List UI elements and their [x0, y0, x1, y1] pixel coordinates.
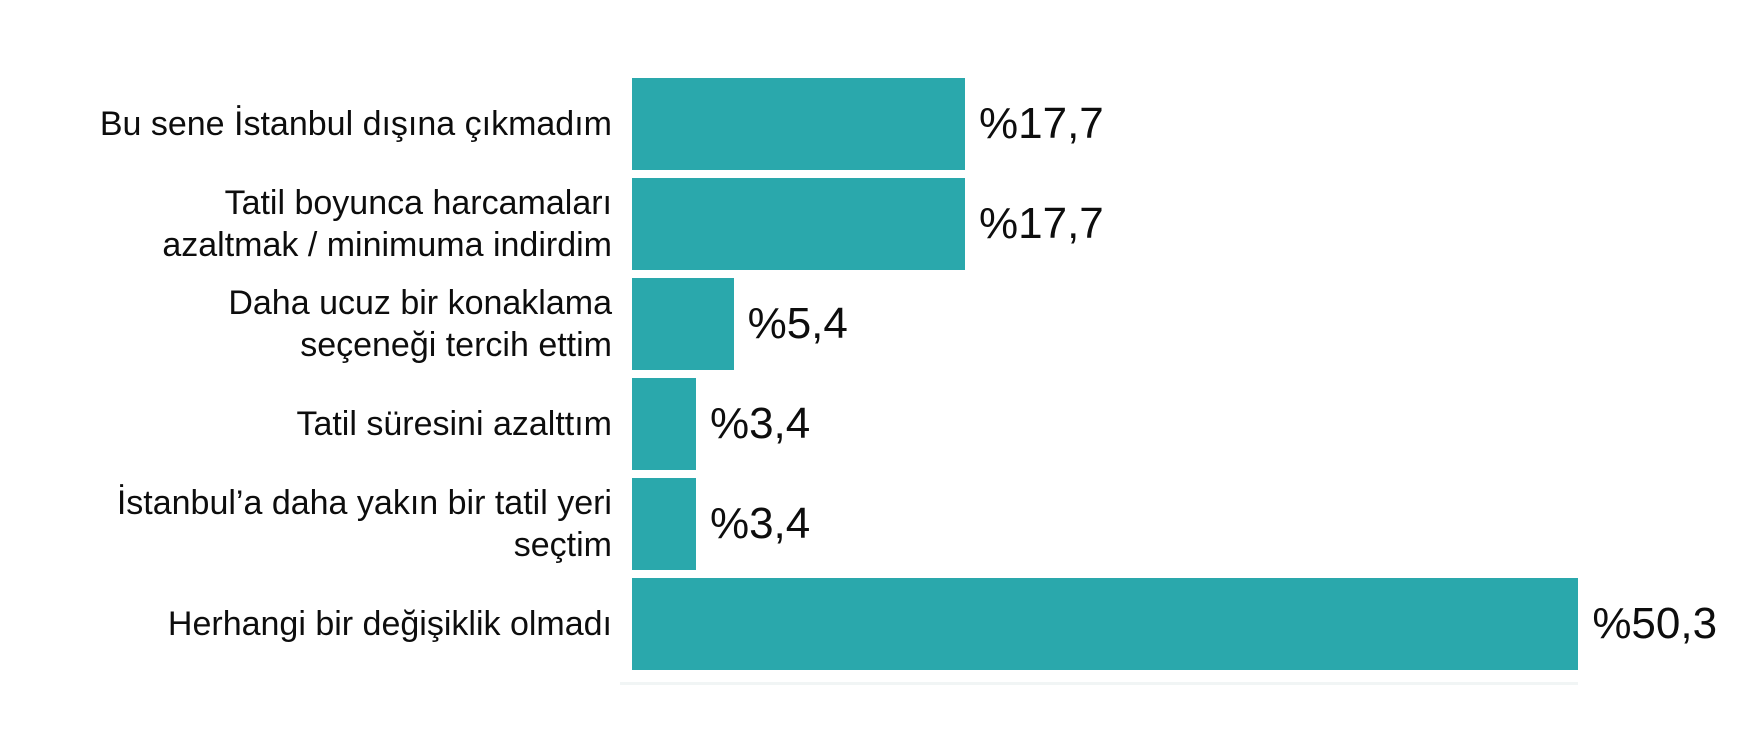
bar — [632, 478, 696, 570]
category-label: Tatil süresini azalttım — [296, 405, 612, 443]
chart-row: Daha ucuz bir konaklama seçeneği tercih … — [0, 278, 1742, 370]
value-label: %17,7 — [979, 199, 1104, 248]
value-label: %5,4 — [747, 299, 848, 348]
category-label: Tatil boyunca harcamaları azaltmak / min… — [162, 184, 612, 264]
value-label: %3,4 — [709, 399, 811, 448]
plot-area: %50,3 — [632, 578, 1742, 670]
plot-area: %5,4 — [632, 278, 1742, 370]
plot-area: %17,7 — [632, 178, 1742, 270]
category-label: İstanbul’a daha yakın bir tatil yeri seç… — [116, 484, 612, 564]
value-label: %3,4 — [709, 499, 811, 548]
bar — [632, 178, 965, 270]
category-axis-line — [620, 682, 1578, 685]
bar — [632, 578, 1579, 670]
chart-row: Bu sene İstanbul dışına çıkmadım %17,7 — [0, 78, 1742, 170]
value-label: %17,7 — [979, 99, 1104, 148]
chart-row: Tatil süresini azalttım %3,4 — [0, 378, 1742, 470]
plot-area: %3,4 — [632, 478, 1742, 570]
bar-chart-rows: Bu sene İstanbul dışına çıkmadım %17,7 T… — [0, 78, 1742, 678]
plot-area: %17,7 — [632, 78, 1742, 170]
value-label: %50,3 — [1592, 599, 1718, 648]
chart-row: Herhangi bir değişiklik olmadı %50,3 — [0, 578, 1742, 670]
bar — [632, 78, 965, 170]
chart-row: İstanbul’a daha yakın bir tatil yeri seç… — [0, 478, 1742, 570]
bar — [632, 278, 734, 370]
category-label: Herhangi bir değişiklik olmadı — [167, 605, 612, 643]
category-label: Bu sene İstanbul dışına çıkmadım — [99, 105, 612, 143]
category-label: Daha ucuz bir konaklama seçeneği tercih … — [228, 284, 612, 364]
bar — [632, 378, 696, 470]
chart-row: Tatil boyunca harcamaları azaltmak / min… — [0, 178, 1742, 270]
plot-area: %3,4 — [632, 378, 1742, 470]
